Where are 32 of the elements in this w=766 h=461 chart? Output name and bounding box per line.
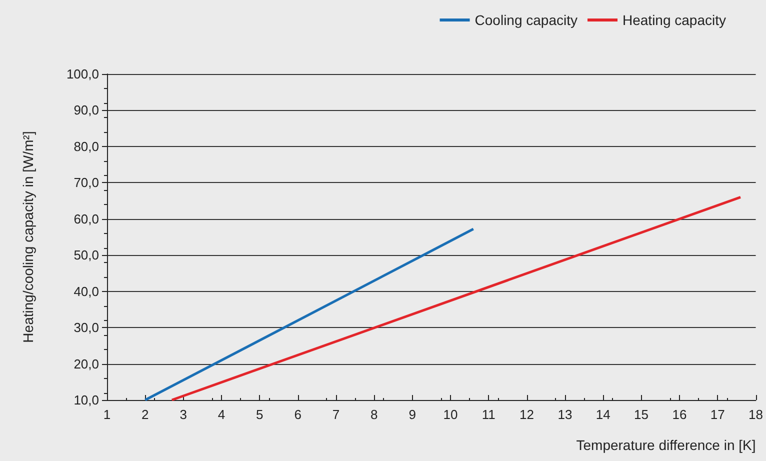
y-tick-label: 10,0 bbox=[74, 392, 99, 408]
x-tick-label: 16 bbox=[672, 407, 687, 422]
x-tick-label: 12 bbox=[520, 407, 534, 422]
x-tick-label: 9 bbox=[408, 407, 416, 422]
y-tick-label: 20,0 bbox=[74, 356, 99, 372]
x-tick-label: 17 bbox=[710, 407, 725, 422]
x-tick-label: 3 bbox=[180, 407, 187, 422]
x-tick-label: 2 bbox=[142, 407, 149, 422]
x-axis-title: Temperature difference in [K] bbox=[576, 437, 756, 453]
x-tick-label: 15 bbox=[634, 407, 649, 422]
x-tick-label: 10 bbox=[443, 407, 458, 422]
x-tick-label: 11 bbox=[482, 407, 496, 422]
x-tick-label: 8 bbox=[370, 407, 378, 422]
y-tick-label: 30,0 bbox=[74, 320, 99, 336]
y-tick-label: 80,0 bbox=[74, 138, 99, 154]
x-tick-label: 6 bbox=[294, 407, 302, 422]
x-tick-label: 13 bbox=[558, 407, 572, 422]
y-axis-title: Heating/cooling capacity in [W/m²] bbox=[20, 131, 36, 343]
x-tick-label: 1 bbox=[103, 407, 111, 422]
legend-label: Cooling capacity bbox=[474, 12, 578, 28]
y-tick-label: 50,0 bbox=[74, 248, 99, 263]
x-tick-label: 7 bbox=[332, 407, 340, 422]
x-tick-label: 18 bbox=[748, 407, 764, 422]
y-tick-label: 100,0 bbox=[66, 66, 99, 82]
legend-label: Heating capacity bbox=[622, 12, 726, 28]
x-tick-label: 4 bbox=[218, 407, 226, 422]
y-tick-label: 90,0 bbox=[74, 102, 99, 118]
x-tick-label: 5 bbox=[256, 407, 264, 422]
y-tick-label: 60,0 bbox=[74, 211, 99, 226]
y-tick-label: 70,0 bbox=[74, 175, 99, 190]
y-tick-label: 40,0 bbox=[74, 284, 99, 299]
x-tick-label: 14 bbox=[596, 407, 610, 422]
